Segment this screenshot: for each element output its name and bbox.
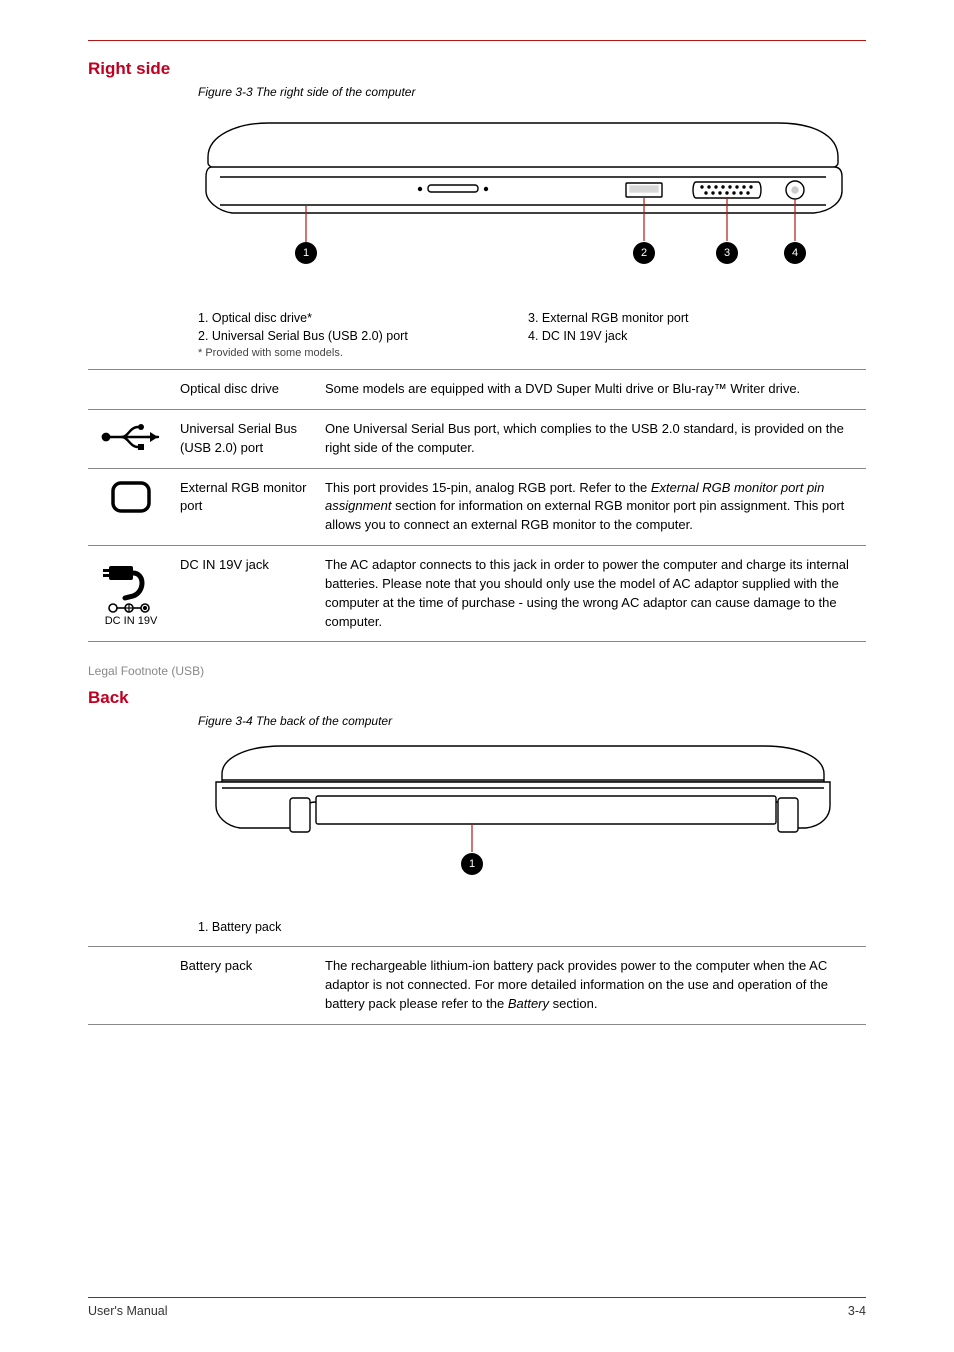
page-footer: User's Manual 3-4: [88, 1297, 866, 1318]
svg-text:1: 1: [303, 247, 309, 259]
icon-cell: [88, 947, 180, 1025]
footer-rule: [88, 1297, 866, 1298]
label-cell: DC IN 19V jack: [180, 546, 325, 642]
footer-left: User's Manual: [88, 1304, 168, 1318]
section-right-side-title: Right side: [88, 59, 866, 79]
svg-text:1: 1: [469, 858, 475, 870]
figure-3-3-note: * Provided with some models.: [198, 347, 866, 359]
legal-footnote: Legal Footnote (USB): [88, 664, 866, 678]
desc-tail: section for information on external RGB …: [325, 498, 844, 532]
ref-link[interactable]: Battery: [508, 996, 549, 1011]
desc-tail: section.: [549, 996, 597, 1011]
legend-item: 4. DC IN 19V jack: [528, 327, 858, 345]
figure-back: 1: [198, 734, 848, 904]
table-row: External RGB monitor port This port prov…: [88, 468, 866, 546]
back-table: Battery pack The rechargeable lithium-io…: [88, 946, 866, 1025]
dcin-icon: DC IN 19V: [88, 546, 180, 642]
figure-3-3-legend: 1. Optical disc drive* 3. External RGB m…: [198, 309, 858, 345]
svg-text:DC IN 19V: DC IN 19V: [105, 615, 158, 627]
label-cell: Universal Serial Bus (USB 2.0) port: [180, 409, 325, 468]
figure-right-side: 1 2 3 4: [198, 105, 848, 295]
svg-text:2: 2: [641, 247, 647, 259]
desc-cell: Some models are equipped with a DVD Supe…: [325, 370, 866, 410]
desc-cell: One Universal Serial Bus port, which com…: [325, 409, 866, 468]
figure-3-3-caption: Figure 3-3 The right side of the compute…: [198, 85, 866, 99]
label-cell: Optical disc drive: [180, 370, 325, 410]
footer-right: 3-4: [848, 1304, 866, 1318]
table-row: Optical disc drive Some models are equip…: [88, 370, 866, 410]
figure-3-4-caption: Figure 3-4 The back of the computer: [198, 714, 866, 728]
legend-item: 1. Optical disc drive*: [198, 309, 528, 327]
label-cell: Battery pack: [180, 947, 325, 1025]
desc-cell: This port provides 15-pin, analog RGB po…: [325, 468, 866, 546]
icon-cell: [88, 370, 180, 410]
desc-cell: The AC adaptor connects to this jack in …: [325, 546, 866, 642]
monitor-icon: [88, 468, 180, 546]
label-cell: External RGB monitor port: [180, 468, 325, 546]
svg-text:3: 3: [724, 247, 730, 259]
top-rule: [88, 40, 866, 41]
legend-item: 2. Universal Serial Bus (USB 2.0) port: [198, 327, 528, 345]
table-row: Universal Serial Bus (USB 2.0) port One …: [88, 409, 866, 468]
table-row: Battery pack The rechargeable lithium-io…: [88, 947, 866, 1025]
legend-item: 3. External RGB monitor port: [528, 309, 858, 327]
desc-text: This port provides 15-pin, analog RGB po…: [325, 480, 651, 495]
legend-item: 1. Battery pack: [198, 918, 858, 936]
figure-3-4-legend: 1. Battery pack: [198, 918, 858, 936]
usb-icon: [88, 409, 180, 468]
desc-cell: The rechargeable lithium-ion battery pac…: [325, 947, 866, 1025]
svg-text:4: 4: [792, 247, 798, 259]
right-side-table: Optical disc drive Some models are equip…: [88, 369, 866, 642]
section-back-title: Back: [88, 688, 866, 708]
table-row: DC IN 19V DC IN 19V jack The AC adaptor …: [88, 546, 866, 642]
